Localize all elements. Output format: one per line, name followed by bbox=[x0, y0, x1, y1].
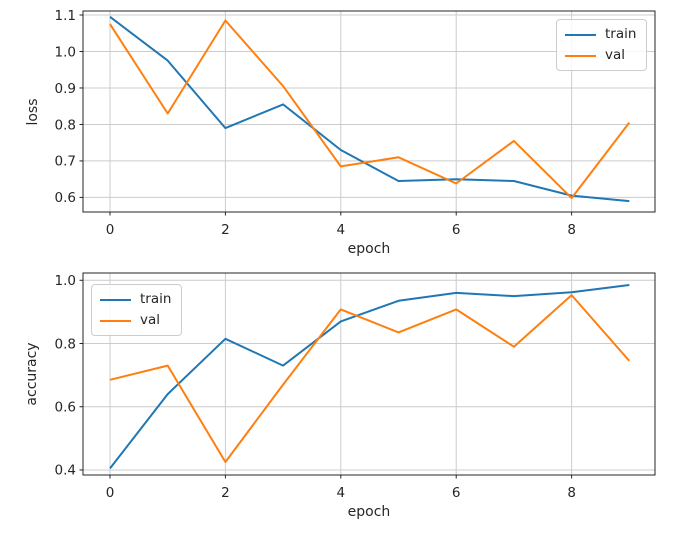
x-tick-label: 0 bbox=[106, 222, 115, 238]
x-tick-label: 6 bbox=[452, 222, 461, 238]
epoch-axis-label-top: epoch bbox=[347, 241, 391, 257]
accuracy-axis-label: accuracy bbox=[24, 342, 40, 406]
epoch-axis-label-bottom: epoch bbox=[347, 504, 391, 520]
val-line-swatch bbox=[565, 54, 596, 57]
legend-item-train: train bbox=[100, 289, 171, 310]
train-line-swatch bbox=[565, 33, 596, 36]
val-line-swatch bbox=[100, 319, 131, 322]
y-tick-label: 0.4 bbox=[55, 463, 76, 479]
legend-label-train: train bbox=[140, 290, 172, 307]
x-tick-label: 8 bbox=[567, 222, 576, 238]
plot-frame bbox=[82, 10, 656, 213]
y-tick-label: 1.0 bbox=[55, 44, 76, 60]
x-tick-label: 2 bbox=[221, 485, 230, 501]
x-tick-label: 4 bbox=[337, 485, 346, 501]
val-line bbox=[109, 19, 631, 200]
val-line bbox=[109, 294, 631, 463]
legend-label-train: train bbox=[605, 25, 637, 42]
plot-frame bbox=[82, 272, 656, 476]
y-tick-label: 1.1 bbox=[55, 8, 76, 24]
y-tick-label: 1.0 bbox=[55, 273, 76, 289]
train-line-swatch bbox=[100, 298, 131, 301]
legend-label-val: val bbox=[140, 311, 161, 328]
legend-label-val: val bbox=[605, 46, 626, 63]
train-line bbox=[109, 284, 630, 470]
y-tick-label: 0.6 bbox=[55, 400, 76, 416]
legend-item-val: val bbox=[100, 310, 171, 331]
x-tick-label: 2 bbox=[221, 222, 230, 238]
y-tick-label: 0.9 bbox=[55, 81, 76, 97]
loss-legend: train val bbox=[556, 19, 648, 71]
y-tick-label: 0.7 bbox=[55, 154, 76, 170]
accuracy-legend: train val bbox=[91, 284, 183, 336]
x-tick-label: 6 bbox=[452, 485, 461, 501]
x-tick-label: 4 bbox=[337, 222, 346, 238]
x-tick-label: 8 bbox=[567, 485, 576, 501]
y-tick-label: 0.8 bbox=[55, 336, 76, 352]
y-tick-label: 0.6 bbox=[55, 190, 76, 206]
loss-axis-label: loss bbox=[25, 98, 41, 126]
train-line bbox=[109, 16, 630, 203]
x-tick-label: 0 bbox=[106, 485, 115, 501]
legend-item-train: train bbox=[565, 24, 636, 45]
legend-item-val: val bbox=[565, 45, 636, 66]
y-tick-label: 0.8 bbox=[55, 117, 76, 133]
